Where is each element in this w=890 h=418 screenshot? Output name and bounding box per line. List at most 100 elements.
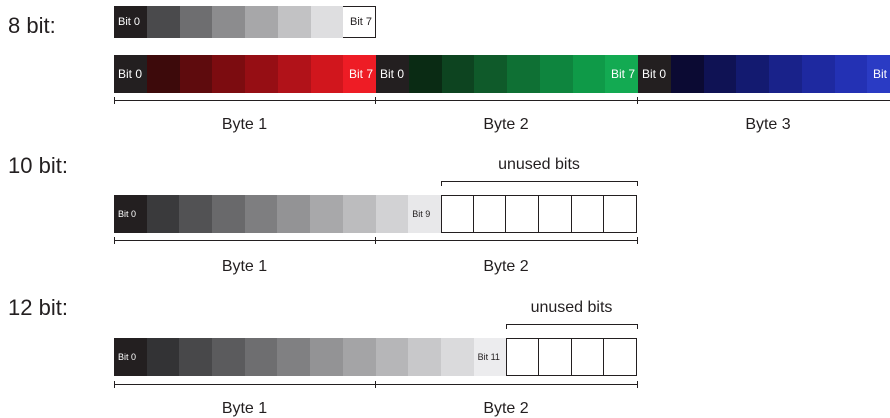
bit-label: Bit 0 (118, 67, 143, 81)
bit-label: Bit 11 (477, 352, 500, 362)
unused-bits-bracket (441, 181, 638, 186)
unused-bit-cell (538, 195, 572, 233)
bit-cell (408, 55, 442, 93)
unused-bits-label: unused bits (498, 156, 580, 173)
bit-cell (146, 55, 180, 93)
bit-cell: Bit 0 (638, 55, 671, 93)
bit-label: Bit 0 (380, 67, 405, 81)
bit-cell (801, 55, 835, 93)
bit-cell (244, 195, 278, 233)
bit-cell (179, 55, 213, 93)
bit-cell (375, 338, 409, 376)
section-label-10bit: 10 bit: (8, 153, 68, 178)
unused-bit-cell (440, 195, 474, 233)
bit-cell (277, 6, 311, 38)
byte-tick (637, 237, 638, 244)
bit-label: Bit 0 (118, 209, 137, 219)
bit-cell (440, 338, 474, 376)
bit-cell (539, 55, 573, 93)
unused-bit-cell (604, 338, 637, 376)
bit-cell (146, 6, 180, 38)
bit-label: Bit 0 (118, 16, 141, 28)
bit-cell (408, 338, 441, 376)
byte-bracket-10bit (114, 240, 638, 247)
unused-bit-cell (506, 195, 539, 233)
bit-cell (277, 338, 311, 376)
section-label-12bit: 12 bit: (8, 295, 68, 320)
bit-cell (441, 55, 475, 93)
bit-cell (670, 55, 704, 93)
bit-label: Bit 7 (348, 67, 373, 81)
bit-cell (277, 55, 311, 93)
byte-label: Byte 2 (483, 116, 529, 133)
bit-cell (179, 195, 213, 233)
bit-cell (703, 55, 737, 93)
bit-label: Bit 0 (642, 67, 667, 81)
bit-cell (375, 195, 409, 233)
bit-cell (245, 55, 278, 93)
bit-cell: Bit 7 (605, 55, 638, 93)
bit-cell (277, 195, 311, 233)
unused-bit-cell (571, 195, 605, 233)
byte-label: Byte 1 (221, 116, 268, 133)
bit-cell (212, 55, 245, 93)
bit-cell (245, 6, 278, 38)
bit-cell (310, 338, 343, 376)
bit-label: Bit 7 (872, 67, 890, 81)
unused-bits-label: unused bits (530, 299, 613, 316)
bit-cell (834, 55, 868, 93)
byte-bracket-12bit (114, 384, 638, 391)
bit-cell: Bit 0 (114, 338, 147, 376)
byte-label: Byte 2 (483, 258, 529, 275)
bit-cell: Bit 0 (376, 55, 409, 93)
byte-label: Byte 1 (221, 258, 268, 275)
byte-label: Byte 2 (483, 400, 529, 417)
byte-tick (114, 237, 115, 244)
byte-tick (375, 97, 376, 104)
byte-tick (375, 381, 376, 388)
gray-bit-strip-10bit: Bit 0 Bit 9 (114, 195, 637, 233)
bit-label: Bit 9 (412, 209, 431, 219)
rgb-bit-strip-8bit: Bit 0 Bit 7 Bit 0 Bit 7 Bit 0 Bit 7 (114, 55, 890, 93)
bit-cell (572, 55, 606, 93)
bit-cell (310, 6, 344, 38)
bit-cell (769, 55, 802, 93)
byte-bracket-8bit (114, 100, 890, 107)
bit-cell (179, 338, 213, 376)
bit-cell (342, 338, 376, 376)
byte-tick (114, 97, 115, 104)
bit-cell (212, 6, 245, 38)
bit-cell (507, 55, 540, 93)
byte-label: Byte 1 (221, 400, 268, 417)
bit-cell (342, 195, 376, 233)
byte-tick (637, 97, 638, 104)
unused-bit-cell (473, 195, 507, 233)
bit-cell: Bit 0 (114, 195, 147, 233)
bit-cell: Bit 0 (114, 6, 147, 38)
unused-bit-cell (538, 338, 572, 376)
bit-cell (179, 6, 213, 38)
bit-cell (146, 195, 180, 233)
bit-cell (212, 195, 245, 233)
byte-tick (637, 381, 638, 388)
bit-label: Bit 0 (118, 352, 137, 362)
bit-cell (310, 195, 343, 233)
bit-cell (736, 55, 769, 93)
unused-bits-bracket (506, 324, 638, 329)
bit-cell: Bit 11 (473, 338, 507, 376)
bit-cell (212, 338, 245, 376)
unused-bit-cell (506, 338, 539, 376)
bit-cell (244, 338, 278, 376)
unused-bit-cell (571, 338, 605, 376)
byte-label: Byte 3 (745, 116, 791, 133)
byte-tick (375, 237, 376, 244)
bit-cell (310, 55, 344, 93)
bit-cell: Bit 9 (408, 195, 441, 233)
bit-cell (474, 55, 507, 93)
gray-bit-strip-12bit: Bit 0 Bit 11 (114, 338, 637, 376)
bit-cell (146, 338, 180, 376)
bit-cell: Bit 7 (343, 55, 376, 93)
bit-cell: Bit 7 (867, 55, 890, 93)
bit-cell: Bit 0 (114, 55, 147, 93)
